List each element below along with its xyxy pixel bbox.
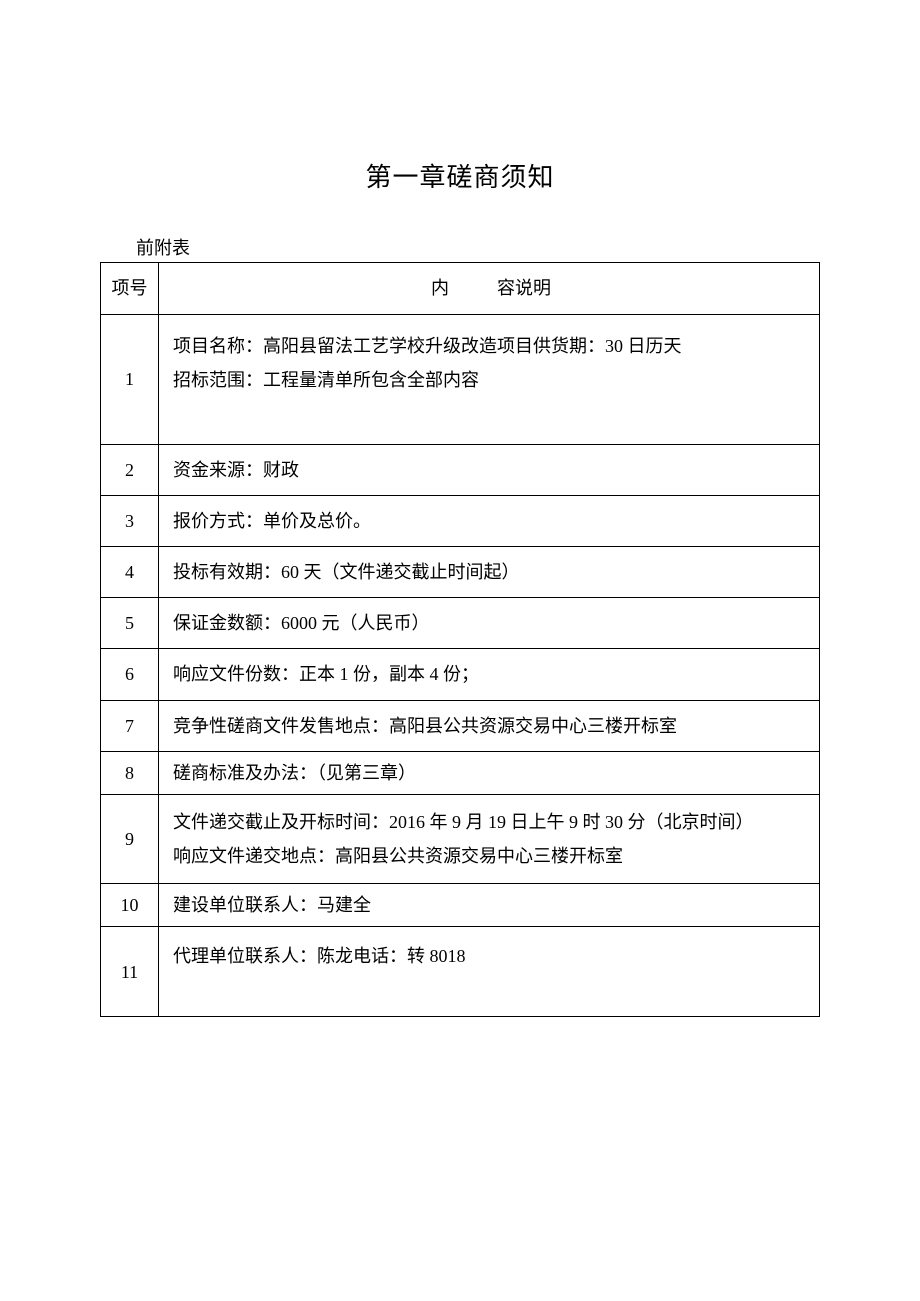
table-row: 1 项目名称：高阳县留法工艺学校升级改造项目供货期：30 日历天 招标范围：工程…: [101, 314, 820, 444]
chapter-title: 第一章磋商须知: [100, 157, 820, 194]
table-header-row: 项号 内 容说明: [101, 263, 820, 314]
row-content: 建设单位联系人：马建全: [159, 884, 820, 927]
row-num: 9: [101, 794, 159, 883]
table-row: 7 竞争性磋商文件发售地点：高阳县公共资源交易中心三楼开标室: [101, 700, 820, 751]
row-line: 投标有效期：60 天（文件递交截止时间起）: [173, 555, 809, 589]
row-num: 11: [101, 927, 159, 1017]
row-line: 磋商标准及办法：（见第三章）: [173, 756, 809, 790]
row-content: 文件递交截止及开标时间：2016 年 9 月 19 日上午 9 时 30 分（北…: [159, 794, 820, 883]
header-content-left: 内: [431, 271, 449, 305]
header-content: 内 容说明: [159, 263, 820, 314]
row-num: 5: [101, 598, 159, 649]
row-content: 资金来源：财政: [159, 444, 820, 495]
row-num: 7: [101, 700, 159, 751]
row-line: 响应文件份数：正本 1 份，副本 4 份；: [173, 657, 809, 691]
row-content: 磋商标准及办法：（见第三章）: [159, 751, 820, 794]
row-line: 招标范围：工程量清单所包含全部内容: [173, 363, 809, 397]
table-row: 5 保证金数额：6000 元（人民币）: [101, 598, 820, 649]
row-content: 代理单位联系人：陈龙电话：转 8018: [159, 927, 820, 1017]
row-content: 项目名称：高阳县留法工艺学校升级改造项目供货期：30 日历天 招标范围：工程量清…: [159, 314, 820, 444]
row-line: 竞争性磋商文件发售地点：高阳县公共资源交易中心三楼开标室: [173, 709, 809, 743]
row-num: 8: [101, 751, 159, 794]
row-content: 响应文件份数：正本 1 份，副本 4 份；: [159, 649, 820, 700]
row-content: 报价方式：单价及总价。: [159, 495, 820, 546]
row-line: 文件递交截止及开标时间：2016 年 9 月 19 日上午 9 时 30 分（北…: [173, 805, 809, 839]
row-line: 报价方式：单价及总价。: [173, 504, 809, 538]
table-row: 6 响应文件份数：正本 1 份，副本 4 份；: [101, 649, 820, 700]
table-row: 8 磋商标准及办法：（见第三章）: [101, 751, 820, 794]
row-num: 2: [101, 444, 159, 495]
header-content-right: 容说明: [497, 271, 551, 305]
row-content: 保证金数额：6000 元（人民币）: [159, 598, 820, 649]
table-row: 4 投标有效期：60 天（文件递交截止时间起）: [101, 546, 820, 597]
pre-table-label: 前附表: [136, 234, 820, 260]
header-num: 项号: [101, 263, 159, 314]
row-line: 资金来源：财政: [173, 453, 809, 487]
table-row: 2 资金来源：财政: [101, 444, 820, 495]
row-line: 项目名称：高阳县留法工艺学校升级改造项目供货期：30 日历天: [173, 329, 809, 363]
row-num: 1: [101, 314, 159, 444]
row-content: 竞争性磋商文件发售地点：高阳县公共资源交易中心三楼开标室: [159, 700, 820, 751]
table-row: 3 报价方式：单价及总价。: [101, 495, 820, 546]
row-num: 4: [101, 546, 159, 597]
table-row: 11 代理单位联系人：陈龙电话：转 8018: [101, 927, 820, 1017]
row-num: 3: [101, 495, 159, 546]
row-content: 投标有效期：60 天（文件递交截止时间起）: [159, 546, 820, 597]
notice-table: 项号 内 容说明 1 项目名称：高阳县留法工艺学校升级改造项目供货期：30 日历天…: [100, 262, 820, 1017]
row-line: 建设单位联系人：马建全: [173, 888, 809, 922]
row-num: 6: [101, 649, 159, 700]
table-row: 9 文件递交截止及开标时间：2016 年 9 月 19 日上午 9 时 30 分…: [101, 794, 820, 883]
table-row: 10 建设单位联系人：马建全: [101, 884, 820, 927]
row-line: 代理单位联系人：陈龙电话：转 8018: [173, 939, 809, 973]
row-line: 响应文件递交地点：高阳县公共资源交易中心三楼开标室: [173, 839, 809, 873]
row-num: 10: [101, 884, 159, 927]
row-line: 保证金数额：6000 元（人民币）: [173, 606, 809, 640]
